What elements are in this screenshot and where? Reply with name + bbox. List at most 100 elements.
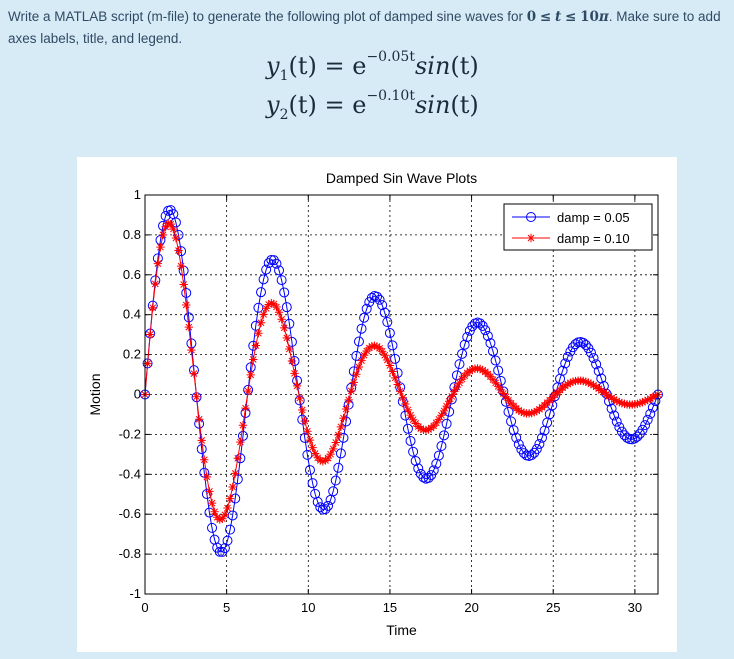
y-tick-label: -1 xyxy=(129,586,141,601)
y-tick-label: -0.6 xyxy=(119,506,141,521)
data-point xyxy=(596,373,607,384)
data-point xyxy=(367,342,377,351)
data-point xyxy=(475,318,486,329)
data-point xyxy=(304,465,315,476)
data-point xyxy=(365,343,374,353)
question-outro: . Make sure to add axes labels, title, a… xyxy=(8,9,721,46)
data-point xyxy=(635,398,645,408)
data-point xyxy=(473,364,482,373)
data-point xyxy=(439,430,450,441)
data-point xyxy=(454,359,465,370)
data-point xyxy=(459,339,470,350)
data-point xyxy=(517,407,526,417)
data-point xyxy=(390,353,401,364)
data-point xyxy=(642,414,653,425)
data-point xyxy=(372,342,382,351)
data-point xyxy=(518,448,529,459)
data-point xyxy=(158,230,168,240)
data-point xyxy=(344,395,353,405)
data-point xyxy=(166,219,175,229)
question-text: Write a MATLAB script (m-file) to genera… xyxy=(8,6,728,50)
data-point xyxy=(560,381,570,391)
data-point xyxy=(632,431,643,442)
data-point xyxy=(357,356,366,365)
data-point xyxy=(328,486,339,497)
data-point xyxy=(315,502,326,513)
data-point xyxy=(189,369,199,378)
data-point xyxy=(261,264,272,275)
data-point xyxy=(280,323,289,333)
data-point xyxy=(526,450,537,461)
data-point xyxy=(303,427,312,436)
data-point xyxy=(336,422,346,432)
legend-label: damp = 0.05 xyxy=(557,210,630,225)
data-point xyxy=(352,370,361,379)
data-point xyxy=(338,432,349,443)
data-point xyxy=(428,465,439,476)
data-point xyxy=(418,472,429,483)
data-point xyxy=(207,522,218,533)
data-point xyxy=(196,444,207,455)
legend-marker xyxy=(526,233,536,243)
y-tick-label: 0.6 xyxy=(123,267,141,282)
data-point xyxy=(228,482,237,492)
data-point xyxy=(433,450,444,461)
data-point xyxy=(424,425,433,434)
data-point xyxy=(298,405,307,415)
data-point xyxy=(192,392,201,401)
data-point xyxy=(264,300,273,309)
data-point xyxy=(305,435,315,445)
data-point xyxy=(423,472,434,483)
chart-title: Damped Sin Wave Plots xyxy=(326,170,477,186)
data-point xyxy=(182,300,191,310)
data-point xyxy=(499,389,508,398)
data-point xyxy=(393,380,402,389)
data-point xyxy=(222,535,233,546)
range-leq-1: ≤ xyxy=(539,9,552,25)
data-point xyxy=(246,370,255,380)
data-point xyxy=(436,441,447,452)
data-point xyxy=(609,410,620,421)
data-point xyxy=(465,366,475,376)
data-point xyxy=(374,294,385,305)
data-point xyxy=(501,392,511,402)
data-point xyxy=(630,400,639,409)
data-point xyxy=(258,274,269,285)
data-point xyxy=(231,469,240,478)
data-point xyxy=(382,316,393,327)
data-point xyxy=(219,543,230,554)
data-point xyxy=(276,275,287,286)
data-point xyxy=(295,393,304,403)
data-point xyxy=(312,496,323,507)
data-point xyxy=(223,503,232,513)
data-point xyxy=(588,353,599,364)
data-point xyxy=(274,265,285,276)
data-point xyxy=(383,355,392,365)
data-point xyxy=(148,303,157,312)
series-2 xyxy=(140,219,663,524)
data-point xyxy=(310,449,320,458)
data-point xyxy=(439,406,449,416)
data-point xyxy=(388,367,397,376)
legend-box xyxy=(503,203,653,251)
data-point xyxy=(513,439,524,450)
data-point xyxy=(637,424,648,435)
data-point xyxy=(568,377,578,386)
data-point xyxy=(249,355,258,364)
data-point xyxy=(616,426,627,437)
legend-marker xyxy=(526,212,536,222)
data-point xyxy=(645,408,656,419)
data-point xyxy=(251,341,261,350)
data-point xyxy=(619,430,630,441)
data-point xyxy=(643,395,652,405)
data-point xyxy=(442,401,451,411)
data-point xyxy=(372,291,383,302)
data-point xyxy=(444,397,454,406)
data-point xyxy=(237,430,248,441)
data-point xyxy=(205,487,214,496)
data-point xyxy=(578,337,589,348)
data-point xyxy=(184,322,194,332)
data-point xyxy=(341,416,352,427)
data-point xyxy=(356,323,367,334)
data-point xyxy=(496,385,505,395)
